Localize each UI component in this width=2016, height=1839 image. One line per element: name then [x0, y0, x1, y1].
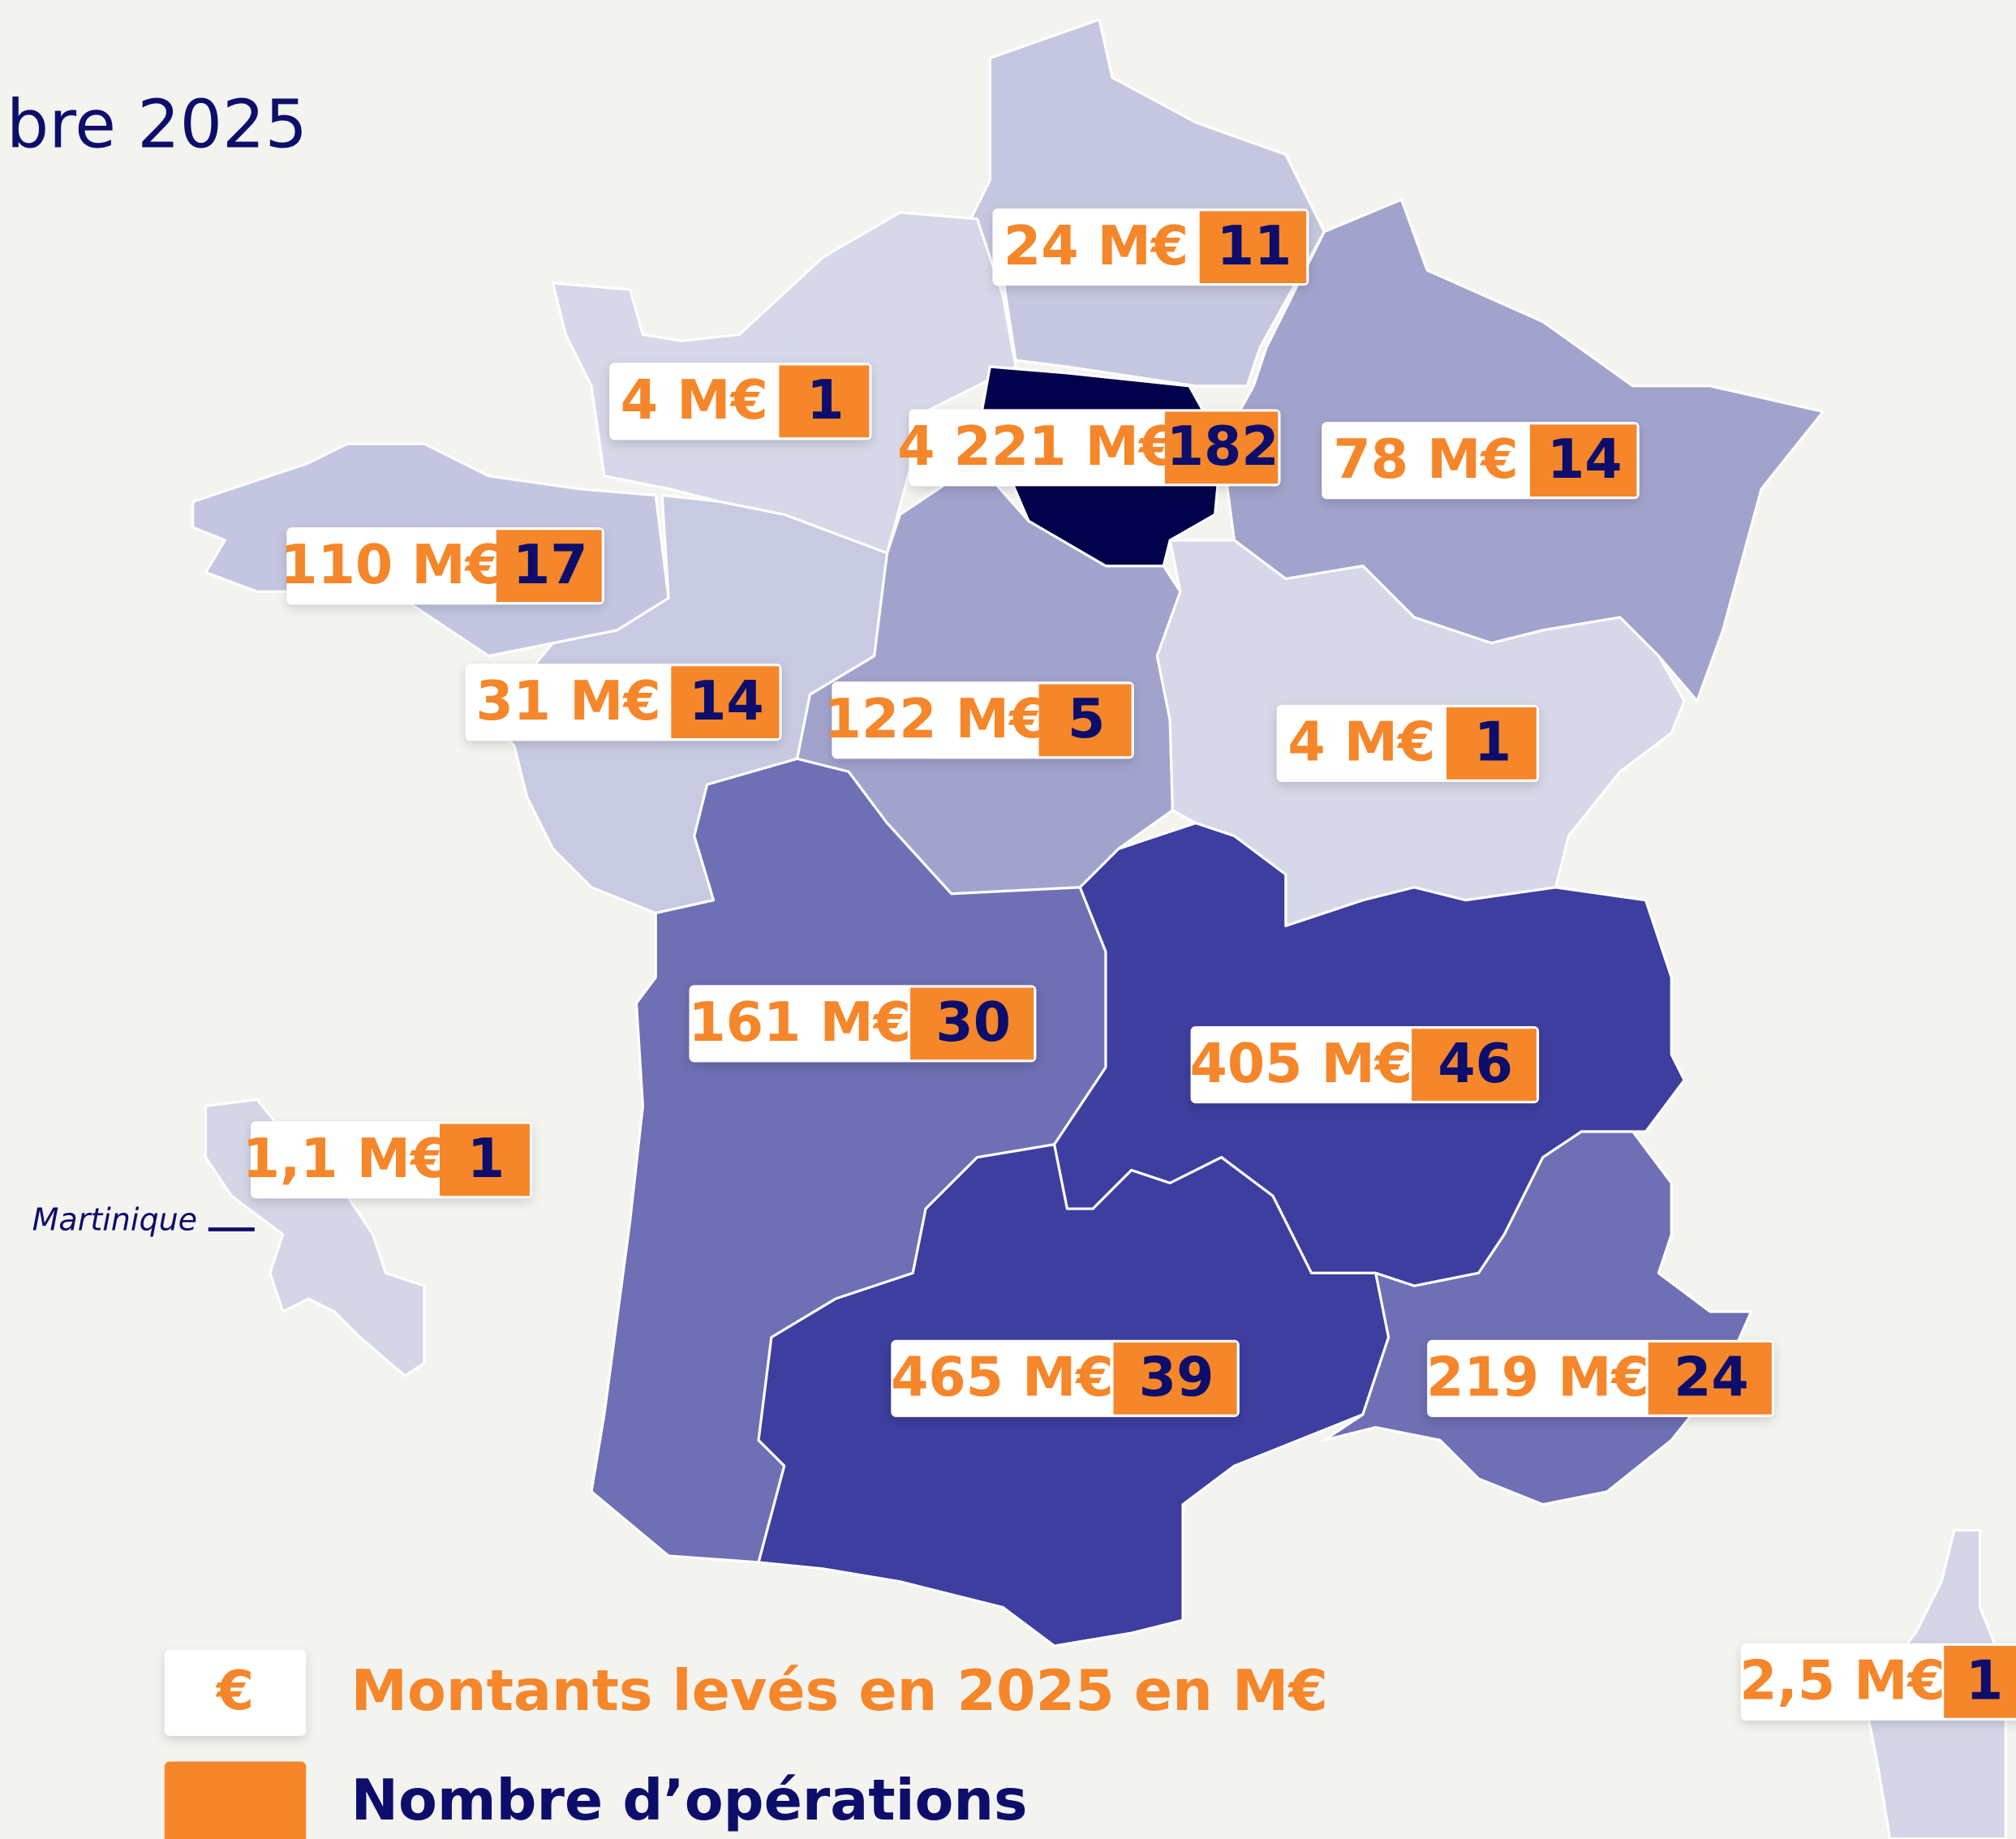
count-label: 14: [689, 669, 764, 733]
amount-label: 4 M€: [1287, 711, 1435, 774]
region-label: [251, 1121, 533, 1199]
count-label: 24: [1674, 1346, 1749, 1409]
legend-count-label: Nombre d’opérations: [351, 1768, 1028, 1833]
title: bre 2025: [6, 86, 307, 163]
count-box: [779, 365, 870, 438]
amount-label: 78 M€: [1333, 428, 1518, 491]
region-label: [1740, 1643, 2016, 1721]
count-box: [496, 530, 602, 603]
amount-label: 465 M€: [891, 1346, 1114, 1409]
count-box: [671, 666, 780, 739]
count-label: 1: [1474, 711, 1511, 774]
amount-label: 122 M€: [824, 687, 1047, 750]
count-label: 30: [935, 990, 1011, 1054]
count-label: 1: [806, 368, 844, 432]
amount-label: 24 M€: [1004, 214, 1189, 277]
count-box: [1412, 1029, 1537, 1101]
amount-label: 161 M€: [688, 990, 911, 1054]
region-label: [832, 681, 1134, 759]
region-label: [992, 208, 1309, 286]
count-label: 5: [1068, 687, 1105, 750]
count-box: [1648, 1342, 1772, 1415]
count-label: 1: [467, 1127, 505, 1190]
count-label: 182: [1167, 415, 1279, 478]
amount-label: 219 M€: [1426, 1346, 1649, 1409]
legend-count-swatch: [164, 1761, 307, 1839]
legend-amount-swatch: [164, 1649, 307, 1736]
region-label: [1427, 1339, 1775, 1417]
amount-label: 2,5 M€: [1739, 1649, 1945, 1712]
count-label: 1: [1966, 1649, 2003, 1712]
martinique-label: Martinique: [32, 1201, 197, 1237]
region-label: [909, 409, 1281, 487]
legend-amount-symbol: €: [215, 1659, 254, 1722]
count-label: 17: [513, 533, 588, 596]
amount-label: 4 M€: [621, 368, 768, 432]
amount-label: 405 M€: [1190, 1032, 1413, 1095]
count-box: [440, 1124, 530, 1197]
count-box: [1529, 424, 1637, 497]
amount-label: 4 221 M€: [897, 415, 1176, 478]
count-box: [1199, 211, 1307, 284]
count-label: 39: [1139, 1346, 1214, 1409]
region-label: [891, 1339, 1240, 1417]
region-label: [286, 527, 604, 605]
amount-label: 31 M€: [475, 669, 660, 733]
region-label: [1276, 704, 1540, 782]
count-box: [910, 987, 1034, 1060]
amount-label: 1,1 M€: [243, 1127, 449, 1190]
count-box: [1446, 707, 1537, 780]
region-label: [1322, 422, 1640, 500]
count-box: [1164, 411, 1279, 484]
count-label: 11: [1217, 214, 1292, 277]
amount-label: 110 M€: [280, 533, 503, 596]
region-label: [689, 985, 1037, 1063]
region-label: [1190, 1026, 1540, 1104]
region-label: [465, 664, 782, 741]
count-box: [1944, 1645, 2016, 1718]
region-label: [609, 363, 872, 440]
count-box: [1038, 684, 1132, 757]
count-box: [1113, 1342, 1237, 1415]
count-label: 14: [1547, 428, 1623, 491]
count-label: 46: [1438, 1032, 1513, 1095]
legend-amount-label: Montants levés en 2025 en M€: [351, 1658, 1328, 1724]
